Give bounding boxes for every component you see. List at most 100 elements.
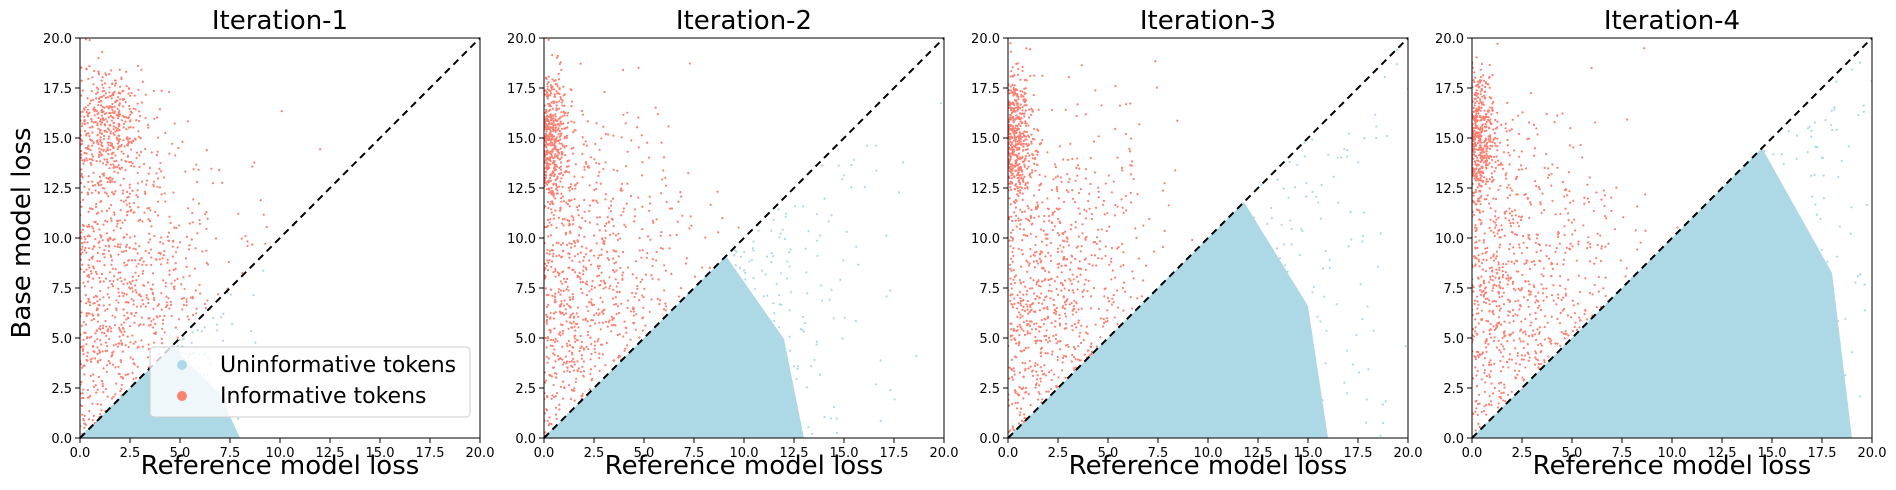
uninformative-point	[636, 380, 639, 383]
uninformative-point	[683, 323, 686, 326]
informative-point	[615, 269, 618, 272]
informative-point	[603, 240, 606, 243]
informative-point	[110, 397, 114, 400]
uninformative-point	[1172, 328, 1175, 331]
uninformative-point	[658, 343, 661, 346]
uninformative-point	[146, 416, 149, 420]
uninformative-point	[657, 363, 660, 366]
informative-point	[108, 303, 111, 306]
informative-point	[606, 325, 609, 328]
informative-point	[146, 207, 149, 210]
informative-point	[161, 257, 164, 260]
informative-point	[562, 289, 565, 293]
uninformative-point	[1227, 237, 1230, 240]
uninformative-point	[761, 331, 764, 334]
informative-point	[602, 279, 605, 282]
informative-point	[553, 327, 556, 330]
uninformative-point	[97, 427, 100, 430]
informative-point	[558, 124, 561, 127]
informative-point	[115, 299, 118, 302]
informative-point	[96, 251, 100, 254]
informative-point	[99, 179, 103, 182]
uninformative-point	[752, 277, 755, 280]
informative-point	[548, 259, 551, 262]
informative-point	[85, 343, 88, 346]
informative-point	[121, 90, 124, 93]
uninformative-point	[577, 419, 581, 423]
uninformative-point	[592, 417, 595, 420]
informative-point	[92, 230, 95, 233]
informative-point	[188, 244, 191, 247]
informative-point	[544, 171, 548, 174]
informative-point	[125, 128, 128, 131]
informative-point	[563, 299, 566, 302]
informative-point	[93, 302, 96, 305]
informative-point	[133, 201, 136, 205]
informative-point	[133, 235, 136, 238]
uninformative-point	[705, 398, 708, 401]
uninformative-point	[137, 405, 140, 409]
informative-point	[144, 250, 147, 253]
informative-point	[141, 220, 144, 223]
informative-point	[165, 295, 168, 298]
uninformative-point	[850, 186, 853, 189]
informative-point	[191, 211, 194, 215]
uninformative-point	[1036, 414, 1039, 418]
y-tick-label: 0.0	[51, 432, 72, 447]
informative-point	[80, 205, 83, 208]
uninformative-point	[770, 252, 773, 255]
informative-point	[688, 62, 691, 65]
informative-point	[566, 121, 570, 124]
informative-point	[92, 108, 95, 111]
uninformative-point	[634, 385, 637, 389]
informative-point	[96, 134, 99, 137]
informative-point	[552, 312, 556, 315]
informative-point	[589, 372, 592, 376]
uninformative-point	[835, 432, 839, 435]
uninformative-point	[687, 395, 691, 398]
informative-point	[555, 372, 558, 375]
informative-point	[558, 331, 562, 334]
uninformative-point	[708, 379, 712, 383]
uninformative-point	[567, 427, 570, 431]
uninformative-point	[128, 389, 131, 392]
informative-point	[128, 104, 131, 108]
informative-point	[86, 159, 89, 162]
uninformative-point	[112, 424, 115, 427]
informative-point	[602, 312, 605, 315]
informative-point	[91, 402, 94, 405]
informative-point	[560, 68, 563, 72]
uninformative-point	[648, 406, 651, 409]
informative-point	[98, 153, 101, 156]
uninformative-point	[842, 174, 845, 177]
informative-point	[618, 333, 621, 336]
uninformative-point	[112, 428, 115, 431]
informative-point	[548, 132, 552, 135]
x-tick-label: 5.0	[170, 446, 191, 461]
informative-point	[166, 261, 169, 264]
informative-point	[115, 219, 119, 222]
informative-point	[546, 87, 549, 91]
informative-point	[579, 334, 582, 338]
informative-point	[95, 139, 99, 143]
informative-point	[102, 172, 106, 175]
informative-point	[552, 338, 555, 342]
informative-point	[117, 326, 121, 330]
informative-point	[641, 161, 644, 164]
informative-point	[676, 220, 679, 223]
informative-point	[86, 121, 89, 125]
informative-point	[116, 127, 119, 130]
informative-point	[561, 363, 565, 366]
informative-point	[565, 134, 569, 137]
uninformative-point	[122, 407, 126, 410]
informative-point	[119, 209, 122, 212]
informative-point	[563, 137, 566, 140]
informative-point	[103, 106, 106, 109]
informative-point	[544, 275, 547, 278]
uninformative-point	[1069, 425, 1072, 428]
informative-point	[601, 238, 604, 241]
informative-point	[125, 318, 128, 321]
uninformative-point	[563, 429, 566, 433]
informative-point	[203, 302, 207, 306]
informative-point	[201, 250, 204, 253]
